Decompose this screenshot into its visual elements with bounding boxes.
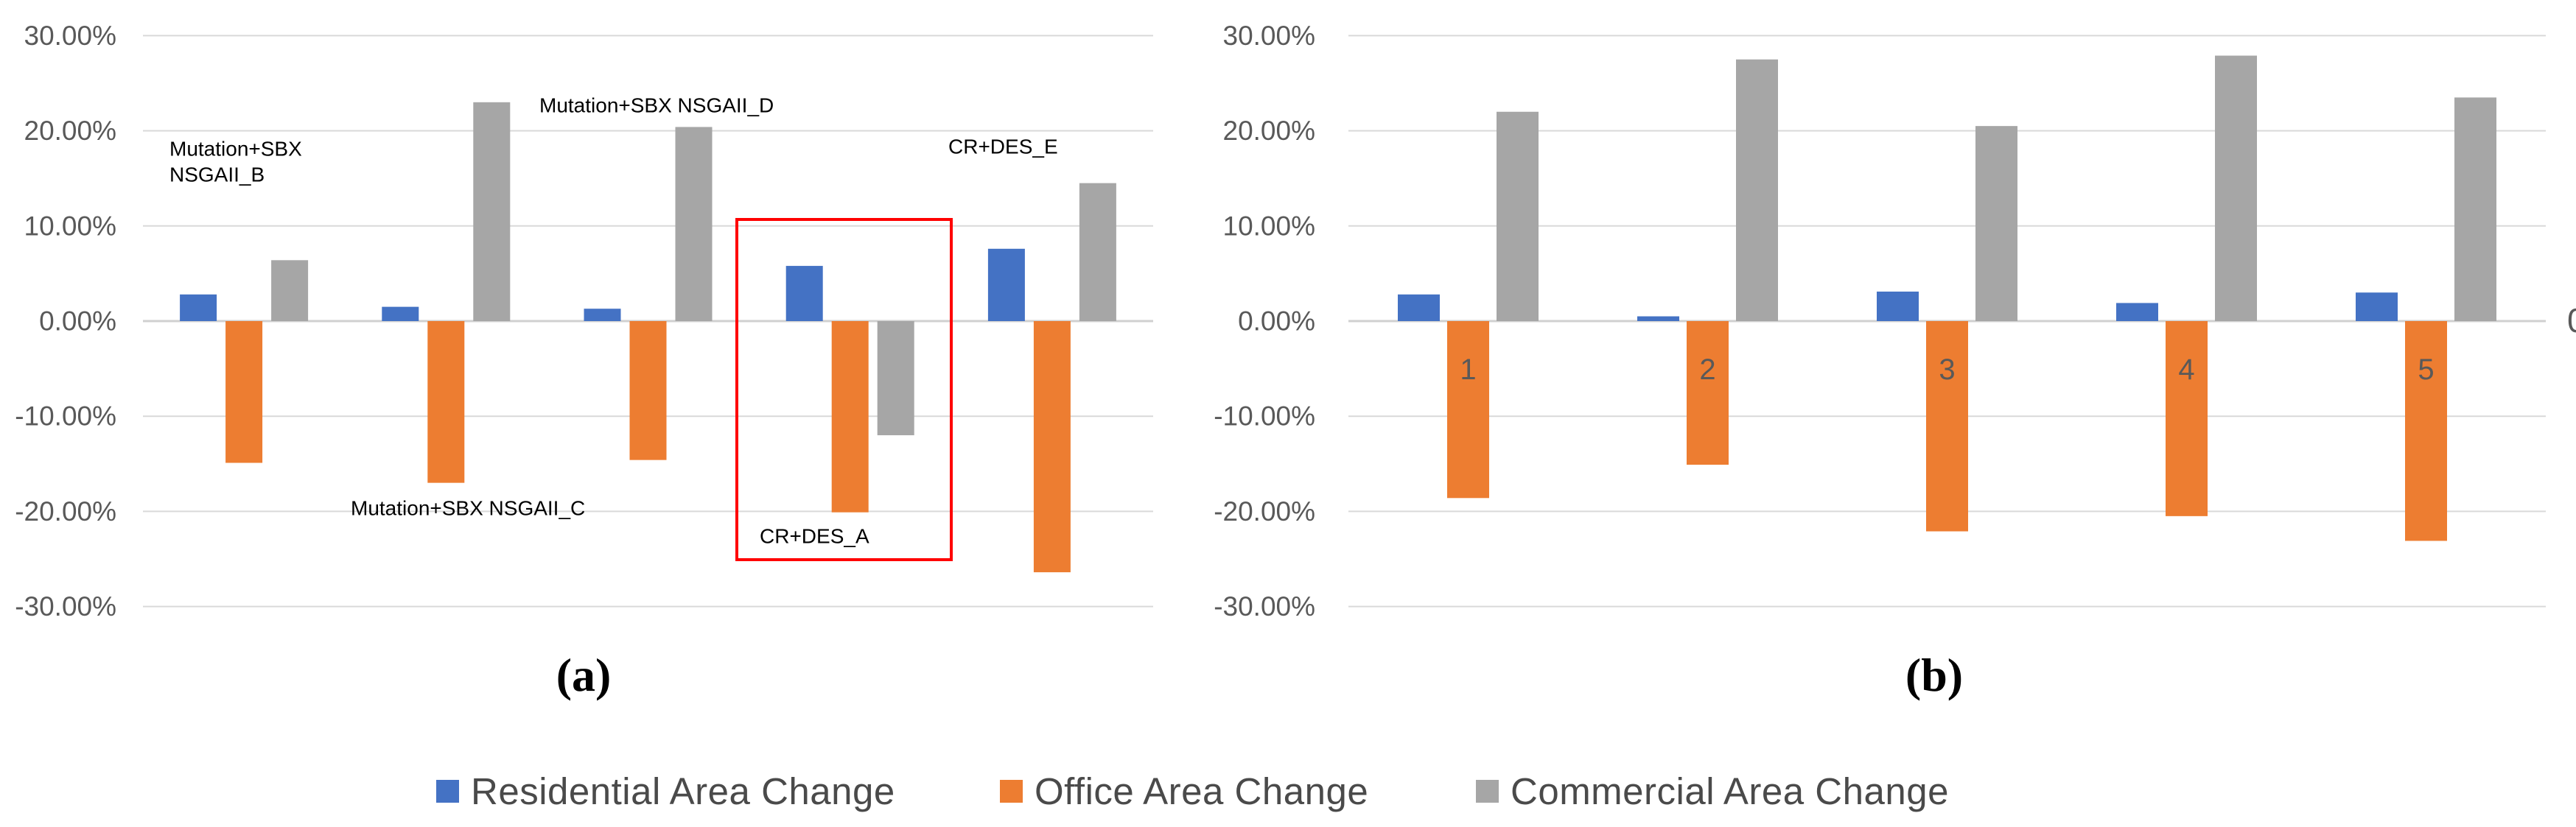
bar-b-commercial-cat1 — [1497, 111, 1539, 321]
legend-label-residential: Residential Area Change — [471, 770, 895, 812]
bar-a-office-cat1 — [225, 321, 263, 463]
legend-item-commercial: Commercial Area Change — [1476, 769, 1949, 813]
bar-b-office-cat1 — [1447, 321, 1489, 499]
panel-label-b: (b) — [1905, 649, 1964, 701]
bar-b-office-cat4 — [2166, 321, 2208, 516]
bar-b-residential-cat4 — [2116, 303, 2158, 321]
category-label-b-3: 3 — [1939, 353, 1955, 386]
ytick-label-a--20pct: -20.00% — [15, 496, 116, 527]
ytick-label-a-10pct: 10.00% — [24, 211, 117, 241]
bar-a-office-cat3 — [629, 321, 667, 460]
bar-b-residential-cat1 — [1398, 294, 1440, 321]
bar-a-commercial-cat3 — [675, 127, 713, 321]
ytick-label-b-20pct: 20.00% — [1223, 116, 1316, 146]
bar-a-commercial-cat1 — [271, 260, 309, 321]
annotation-ann-cr-des-a-line1: CR+DES_A — [760, 525, 869, 548]
bar-b-commercial-cat5 — [2454, 97, 2496, 321]
legend-item-office: Office Area Change — [1000, 769, 1368, 813]
legend-marker-commercial-icon — [1476, 779, 1499, 803]
bar-a-residential-cat5 — [987, 248, 1025, 321]
category-label-b-4: 4 — [2178, 353, 2194, 386]
ytick-label-a--30pct: -30.00% — [15, 591, 116, 622]
legend-marker-residential-icon — [436, 779, 459, 803]
bar-b-office-cat2 — [1687, 321, 1729, 465]
bar-b-residential-cat3 — [1877, 291, 1919, 321]
category-label-b-1: 1 — [1460, 353, 1476, 386]
bar-b-office-cat5 — [2405, 321, 2447, 541]
bar-a-commercial-cat5 — [1079, 183, 1116, 321]
bar-a-residential-cat3 — [584, 309, 621, 321]
highlight-box-red — [735, 218, 953, 561]
ytick-label-b--30pct: -30.00% — [1214, 591, 1315, 622]
ytick-label-b-0pct: 0.00% — [1238, 306, 1315, 337]
bar-a-commercial-cat4 — [877, 321, 914, 436]
bar-a-residential-cat2 — [382, 306, 419, 321]
ytick-label-a-0pct: 0.00% — [39, 306, 116, 337]
bar-b-office-cat3 — [1926, 321, 1968, 532]
bar-b-commercial-cat2 — [1736, 59, 1778, 321]
cropped-axis-label-fragment: 0 — [2567, 300, 2576, 340]
annotation-ann-nsgaii-b-line2: NSGAII_B — [169, 163, 265, 186]
bar-a-commercial-cat2 — [473, 102, 511, 321]
bar-a-residential-cat4 — [785, 266, 823, 321]
annotation-ann-nsgaii-d-line1: Mutation+SBX NSGAII_D — [539, 94, 774, 117]
annotation-ann-cr-des-e-line1: CR+DES_E — [948, 136, 1058, 158]
bar-a-office-cat5 — [1033, 321, 1071, 573]
ytick-label-b--10pct: -10.00% — [1214, 401, 1315, 432]
bar-b-commercial-cat4 — [2215, 55, 2257, 322]
bar-b-residential-cat2 — [1637, 316, 1679, 321]
legend-label-office: Office Area Change — [1035, 770, 1369, 812]
ytick-label-a-20pct: 20.00% — [24, 116, 117, 146]
ytick-label-a--10pct: -10.00% — [15, 401, 116, 432]
ytick-label-b-30pct: 30.00% — [1223, 21, 1316, 51]
category-label-b-5: 5 — [2418, 353, 2434, 386]
bar-b-commercial-cat3 — [1975, 126, 2017, 321]
annotation-ann-nsgaii-b-line1: Mutation+SBX — [169, 138, 302, 161]
legend-marker-office-icon — [1000, 779, 1023, 803]
ytick-label-b--20pct: -20.00% — [1214, 496, 1315, 527]
bar-b-residential-cat5 — [2356, 292, 2398, 321]
category-label-b-2: 2 — [1699, 353, 1715, 386]
bar-a-office-cat2 — [427, 321, 465, 483]
bar-a-office-cat4 — [831, 321, 869, 513]
legend-item-residential: Residential Area Change — [436, 769, 895, 813]
ytick-label-a-30pct: 30.00% — [24, 21, 117, 51]
panel-label-a: (a) — [556, 649, 612, 701]
bar-a-residential-cat1 — [180, 294, 217, 321]
annotation-ann-nsgaii-c-line1: Mutation+SBX NSGAII_C — [351, 497, 585, 520]
legend-label-commercial: Commercial Area Change — [1511, 770, 1949, 812]
ytick-label-b-10pct: 10.00% — [1223, 211, 1316, 241]
